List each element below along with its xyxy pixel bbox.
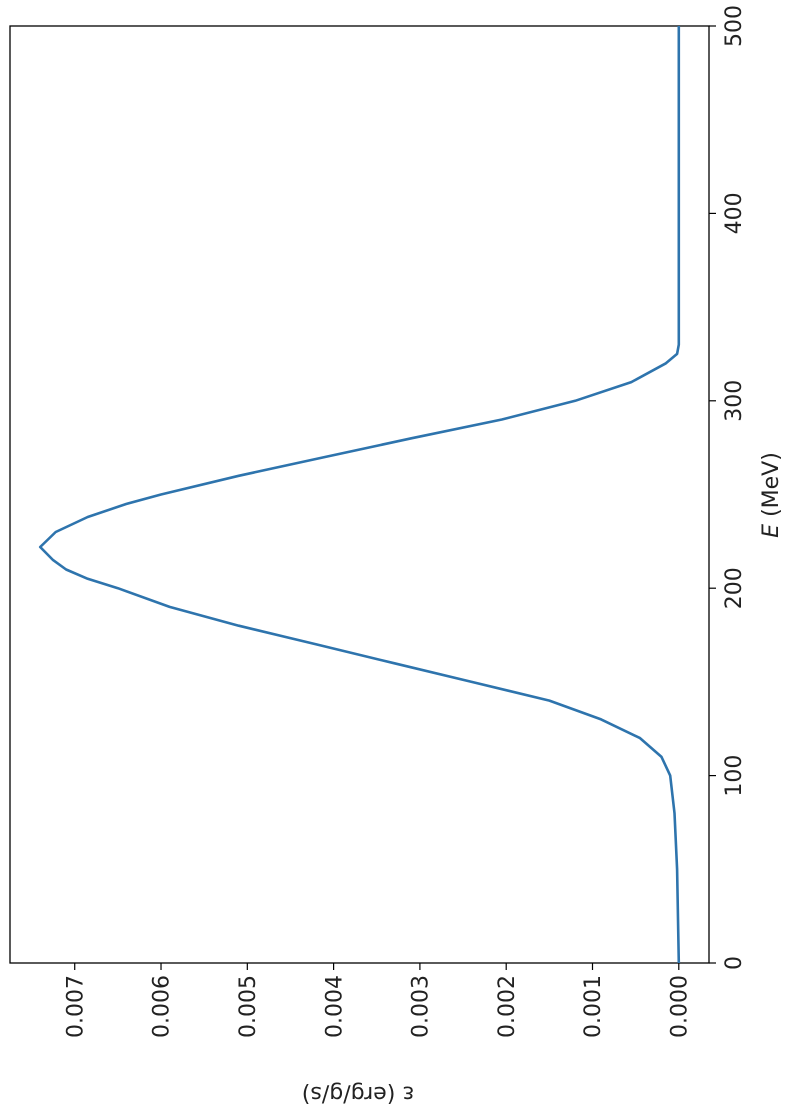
x-tick-label: 100 <box>722 755 747 797</box>
y-tick-label: 0.002 <box>495 975 520 1038</box>
y-tick-label: 0.006 <box>150 975 175 1038</box>
x-axis-label: E (MeV) <box>759 452 784 538</box>
x-tick-label: 400 <box>722 192 747 234</box>
x-axis-label-variable: E <box>759 524 784 538</box>
x-tick-label: 0 <box>722 956 747 970</box>
y-tick-label: 0.005 <box>236 975 261 1038</box>
x-axis-label-unit: (MeV) <box>759 452 784 524</box>
plot-area <box>9 25 710 964</box>
y-tick-label: 0.007 <box>63 975 88 1038</box>
x-tick-label: 200 <box>722 567 747 609</box>
y-tick-label: 0.004 <box>322 975 347 1038</box>
y-axis-label: ε (erg/g/s) <box>302 1081 414 1106</box>
x-axis-ticks: 0 100 200 300 400 500 <box>709 5 747 970</box>
y-tick-label: 0.001 <box>581 975 606 1038</box>
x-tick-label: 300 <box>722 380 747 422</box>
x-tick-label: 500 <box>722 5 747 47</box>
y-tick-label: 0.000 <box>667 975 692 1038</box>
series-line <box>38 26 681 964</box>
y-axis-ticks: 0.000 0.001 0.002 0.003 0.004 0.005 0.006 0.007 <box>63 963 692 1038</box>
y-tick-label: 0.003 <box>409 975 434 1038</box>
